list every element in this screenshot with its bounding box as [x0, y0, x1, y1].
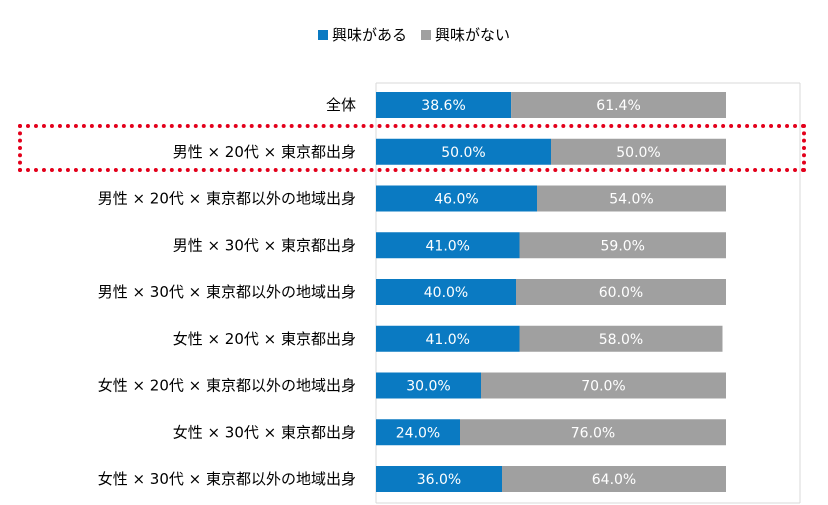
category-label: 女性 × 20代 × 東京都以外の地域出身 [98, 377, 356, 395]
legend-label-not-interested: 興味がない [435, 26, 511, 44]
bar-segment-interested [376, 419, 460, 446]
data-label-not-interested: 64.0% [592, 472, 636, 488]
category-label: 男性 × 30代 × 東京都以外の地域出身 [98, 283, 356, 301]
category-label: 女性 × 30代 × 東京都以外の地域出身 [98, 470, 356, 488]
data-label-interested: 41.0% [426, 238, 470, 254]
data-label-interested: 41.0% [426, 332, 470, 348]
category-label: 全体 [326, 96, 356, 114]
category-label: 女性 × 30代 × 東京都出身 [173, 423, 356, 441]
data-label-interested: 38.6% [421, 98, 465, 114]
data-label-not-interested: 58.0% [599, 332, 643, 348]
bar-segment-interested [376, 92, 512, 118]
bar-segment-not-interested [519, 325, 723, 352]
legend-item-interested: 興味がある [317, 24, 407, 45]
legend-swatch-interested [317, 29, 328, 40]
bar-segment-not-interested [519, 232, 726, 259]
data-label-interested: 50.0% [441, 145, 485, 161]
bar-segment-not-interested [516, 279, 726, 305]
data-label-not-interested: 61.4% [596, 98, 640, 114]
bar-segment-interested [376, 232, 520, 259]
data-label-not-interested: 59.0% [601, 238, 645, 254]
category-label: 男性 × 30代 × 東京都出身 [173, 236, 356, 254]
data-label-interested: 36.0% [417, 472, 461, 488]
bar-segment-not-interested [551, 138, 726, 165]
bar-segment-interested [376, 185, 537, 212]
data-label-not-interested: 50.0% [616, 145, 660, 161]
bar-segment-interested [376, 138, 551, 165]
bar-segment-interested [376, 325, 520, 352]
data-label-not-interested: 70.0% [581, 379, 625, 395]
highlight-box [18, 124, 806, 172]
data-label-interested: 30.0% [406, 379, 450, 395]
data-label-not-interested: 60.0% [599, 285, 643, 301]
bar-segment-interested [376, 372, 481, 399]
category-label: 男性 × 20代 × 東京都出身 [173, 143, 356, 161]
data-label-not-interested: 54.0% [609, 192, 653, 208]
chart-legend: 興味がある 興味がない [0, 24, 828, 45]
data-label-not-interested: 76.0% [571, 425, 615, 441]
data-label-interested: 40.0% [424, 285, 468, 301]
bar-segment-interested [376, 466, 502, 492]
legend-item-not-interested: 興味がない [421, 24, 510, 45]
bar-segment-not-interested [511, 92, 726, 118]
legend-label-interested: 興味がある [331, 26, 407, 44]
bar-segment-not-interested [460, 419, 726, 446]
bar-segment-not-interested [537, 185, 726, 212]
data-label-interested: 24.0% [396, 425, 440, 441]
legend-swatch-not-interested [421, 29, 431, 40]
bar-segment-interested [376, 279, 516, 305]
bar-segment-not-interested [481, 372, 726, 399]
category-label: 女性 × 20代 × 東京都出身 [173, 330, 356, 348]
data-label-interested: 46.0% [434, 192, 478, 208]
bar-segment-not-interested [502, 466, 726, 492]
category-label: 男性 × 20代 × 東京都以外の地域出身 [98, 190, 356, 208]
